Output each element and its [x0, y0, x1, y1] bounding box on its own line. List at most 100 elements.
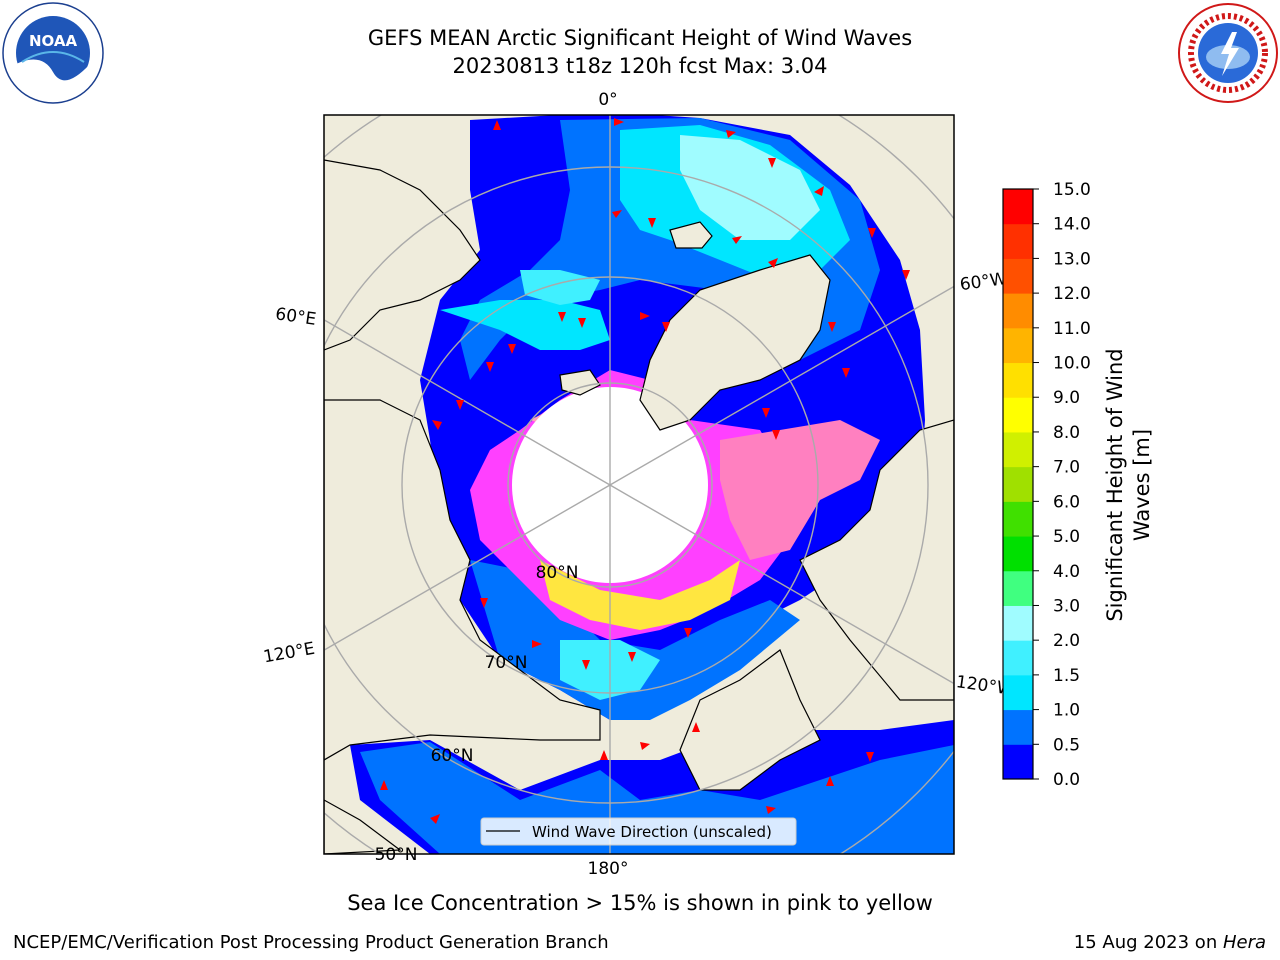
- lat-label-60n: 60°N: [431, 746, 474, 766]
- colorbar-tick-label: 13.0: [1053, 249, 1091, 269]
- chart-subtitle: 20230813 t18z 120h fcst Max: 3.04: [452, 54, 828, 78]
- chart-title: GEFS MEAN Arctic Significant Height of W…: [367, 26, 913, 50]
- land-siberia: [324, 399, 601, 761]
- wave-arrow: [640, 742, 650, 750]
- colorbar-tick-label: 14.0: [1053, 215, 1091, 235]
- wave-arrow: [814, 186, 824, 196]
- wave-arrow: [532, 640, 542, 648]
- ocean-high-waves-2: [440, 300, 610, 350]
- land-iceland: [669, 221, 713, 249]
- meridian-60e: [324, 319, 611, 486]
- wave-arrow: [558, 312, 566, 322]
- wave-arrow: [456, 400, 464, 410]
- colorbar-segment: [1003, 431, 1033, 468]
- legend-label: Wind Wave Direction (unscaled): [532, 823, 772, 841]
- wave-arrow: [842, 368, 850, 378]
- colorbar-segment: [1003, 327, 1033, 364]
- colorbar-frame: [1002, 188, 1034, 780]
- footer-date-text: 15 Aug 2023 on: [1073, 932, 1223, 953]
- footer-host: Hera: [1222, 932, 1266, 953]
- wave-arrow: [493, 120, 501, 130]
- meridian-120w: [609, 484, 954, 685]
- land-svalbard: [559, 369, 601, 396]
- sea-ice-canada: [720, 420, 880, 560]
- colorbar-tick-label: 4.0: [1053, 562, 1080, 582]
- wave-direction-arrows: [380, 118, 910, 824]
- colorbar-segment: [1003, 501, 1033, 537]
- lat-label-70n: 70°N: [485, 653, 528, 673]
- map-legend: Wind Wave Direction (unscaled): [480, 817, 797, 846]
- land-greenland: [639, 254, 831, 431]
- colorbar-segment: [1003, 744, 1033, 780]
- colorbar-tick-label: 10.0: [1053, 354, 1091, 374]
- colorbar-segment: [1003, 397, 1033, 433]
- wave-arrow: [628, 652, 636, 662]
- wave-arrow: [762, 408, 770, 418]
- wave-arrow: [486, 362, 494, 372]
- map-panel: [324, 115, 954, 854]
- colorbar-tick-label: 6.0: [1053, 492, 1080, 512]
- wave-arrow: [582, 660, 590, 670]
- land-scandinavia: [324, 159, 481, 351]
- colorbar-title: Significant Height of Wind Waves [m]: [1102, 325, 1156, 645]
- colorbar-tick-label: 9.0: [1053, 388, 1080, 408]
- wave-arrow: [480, 598, 488, 608]
- land-canada: [799, 419, 954, 701]
- wave-arrow: [732, 236, 742, 244]
- colorbar-tick-label: 15.0: [1053, 180, 1091, 200]
- lon-label-0: 0°: [598, 90, 617, 110]
- colorbar-segment: [1003, 258, 1033, 294]
- colorbar-segment: [1003, 223, 1033, 259]
- wave-arrow: [380, 780, 388, 790]
- colorbar-segment: [1003, 293, 1033, 329]
- lon-label-60e: 60°E: [274, 304, 317, 329]
- wave-arrow: [768, 258, 778, 268]
- lat-label-80n: 80°N: [536, 563, 579, 583]
- colorbar-segment: [1003, 570, 1033, 606]
- lon-label-60w: 60°W: [959, 269, 1008, 295]
- land-kamchatka: [324, 799, 402, 854]
- colorbar-tick-label: 12.0: [1053, 284, 1091, 304]
- colorbar-tick-label: 0.0: [1053, 770, 1080, 790]
- wave-arrow: [430, 814, 440, 824]
- wave-arrow: [826, 776, 834, 786]
- wave-arrow: [772, 430, 780, 440]
- colorbar-tick-label: 1.5: [1053, 666, 1080, 686]
- colorbar-tick-label: 11.0: [1053, 319, 1091, 339]
- wave-arrow: [614, 118, 624, 126]
- ocean-peak-waves: [680, 135, 820, 240]
- wave-arrow: [866, 752, 874, 762]
- colorbar-segment: [1003, 640, 1033, 676]
- map-frame: [323, 114, 955, 855]
- colorbar-segment: [1003, 674, 1033, 711]
- footer-branch: NCEP/EMC/Verification Post Processing Pr…: [13, 932, 609, 953]
- wave-arrow: [726, 130, 736, 138]
- wave-arrow: [612, 210, 622, 218]
- colorbar-tick-label: 7.0: [1053, 458, 1080, 478]
- colorbar-title-line1: Significant Height of Wind: [1103, 348, 1127, 622]
- colorbar-tick-label: 1.0: [1053, 701, 1080, 721]
- colorbar-tick-label: 3.0: [1053, 596, 1080, 616]
- colorbar-segment: [1003, 466, 1033, 502]
- wave-arrow: [768, 158, 776, 168]
- noaa-logo-text: NOAA: [29, 32, 78, 50]
- land-alaska: [679, 649, 821, 791]
- footer-date: 15 Aug 2023 on Hera: [1074, 932, 1266, 953]
- wave-arrow: [684, 628, 692, 638]
- colorbar-tick-label: 8.0: [1053, 423, 1080, 443]
- graticule: [324, 115, 954, 854]
- colorbar-segment: [1003, 709, 1033, 745]
- colorbar-segment: [1003, 605, 1033, 641]
- wave-arrow: [868, 228, 876, 238]
- colorbar-segment: [1003, 362, 1033, 398]
- lon-label-120e: 120°E: [262, 639, 316, 668]
- wave-arrow: [600, 750, 608, 760]
- colorbar-tick-label: 2.0: [1053, 631, 1080, 651]
- wave-arrow: [902, 270, 910, 280]
- wave-arrow: [640, 312, 650, 320]
- wave-arrow: [508, 344, 516, 354]
- wave-arrow: [828, 322, 836, 332]
- wave-arrow: [578, 318, 586, 328]
- colorbar-title-line2: Waves [m]: [1130, 428, 1154, 542]
